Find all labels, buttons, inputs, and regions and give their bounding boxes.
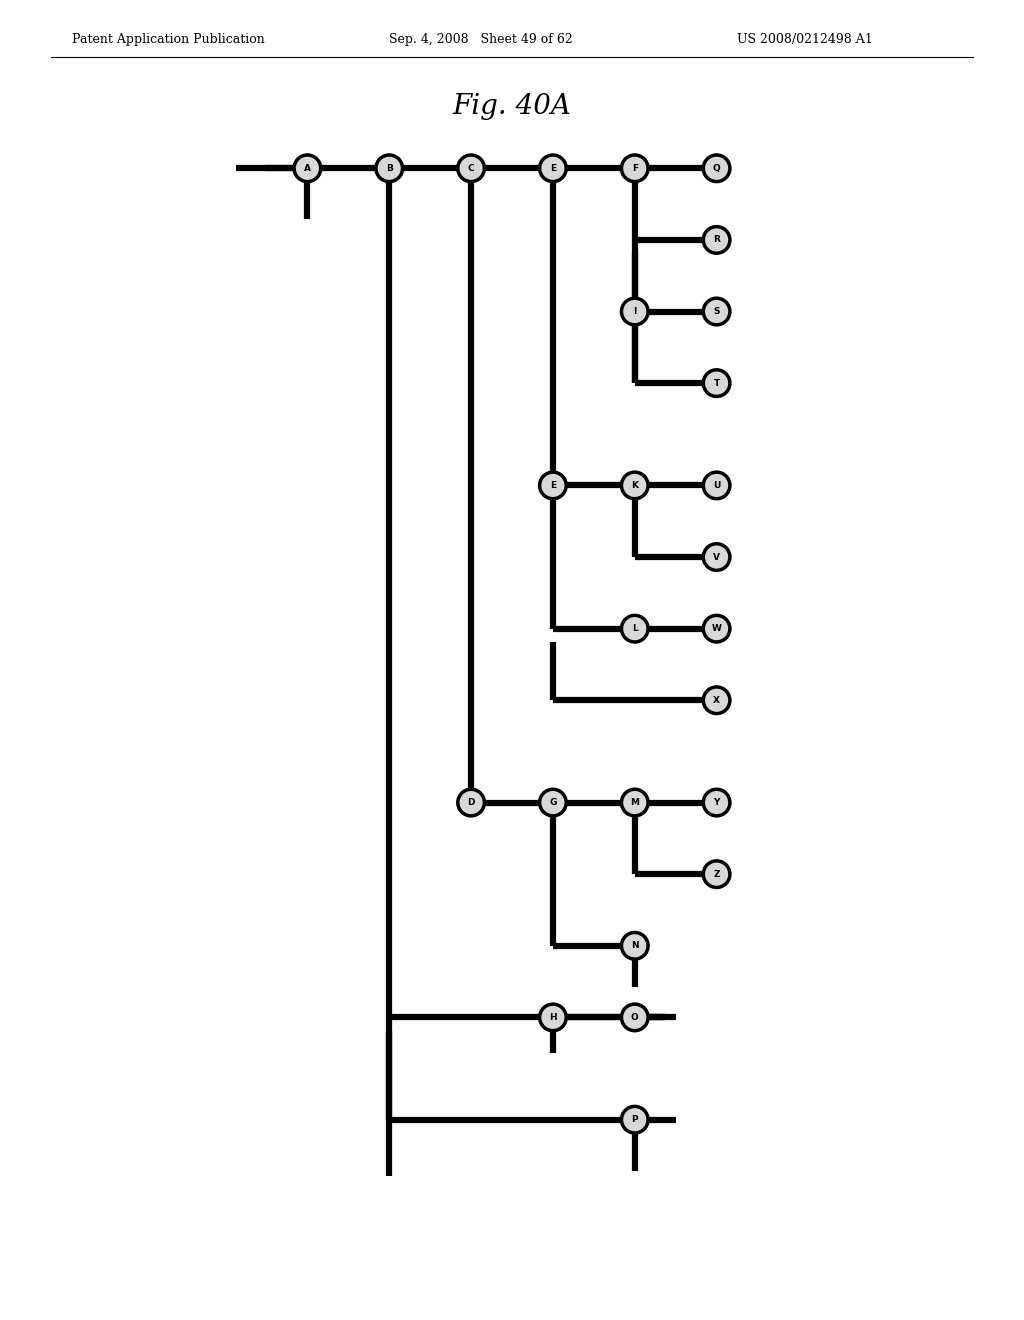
- Text: I: I: [633, 308, 637, 315]
- Text: S: S: [714, 308, 720, 315]
- Circle shape: [622, 473, 648, 499]
- Circle shape: [703, 473, 730, 499]
- Circle shape: [622, 789, 648, 816]
- Text: C: C: [468, 164, 474, 173]
- Circle shape: [540, 473, 566, 499]
- Text: N: N: [631, 941, 639, 950]
- Text: E: E: [550, 480, 556, 490]
- Text: W: W: [712, 624, 722, 634]
- Text: Z: Z: [714, 870, 720, 879]
- Text: P: P: [632, 1115, 638, 1125]
- Text: X: X: [713, 696, 720, 705]
- Text: H: H: [549, 1012, 557, 1022]
- Circle shape: [458, 154, 484, 182]
- Text: R: R: [713, 235, 720, 244]
- Circle shape: [622, 1005, 648, 1031]
- Text: F: F: [632, 164, 638, 173]
- Circle shape: [703, 686, 730, 714]
- Text: Fig. 40A: Fig. 40A: [453, 94, 571, 120]
- Circle shape: [703, 544, 730, 570]
- Text: US 2008/0212498 A1: US 2008/0212498 A1: [737, 33, 873, 46]
- Text: O: O: [631, 1012, 639, 1022]
- Circle shape: [376, 154, 402, 182]
- Circle shape: [622, 932, 648, 960]
- Circle shape: [540, 1005, 566, 1031]
- Circle shape: [458, 789, 484, 816]
- Circle shape: [703, 298, 730, 325]
- Circle shape: [622, 298, 648, 325]
- Text: K: K: [631, 480, 638, 490]
- Text: D: D: [467, 799, 475, 807]
- Circle shape: [294, 154, 321, 182]
- Text: G: G: [549, 799, 557, 807]
- Text: L: L: [632, 624, 638, 634]
- Circle shape: [703, 370, 730, 396]
- Circle shape: [703, 861, 730, 887]
- Circle shape: [540, 154, 566, 182]
- Text: A: A: [304, 164, 311, 173]
- Circle shape: [703, 615, 730, 642]
- Text: Q: Q: [713, 164, 721, 173]
- Text: U: U: [713, 480, 720, 490]
- Circle shape: [622, 154, 648, 182]
- Circle shape: [703, 154, 730, 182]
- Circle shape: [622, 615, 648, 642]
- Circle shape: [703, 227, 730, 253]
- Text: V: V: [713, 553, 720, 561]
- Text: E: E: [550, 164, 556, 173]
- Text: Patent Application Publication: Patent Application Publication: [72, 33, 264, 46]
- Circle shape: [540, 789, 566, 816]
- Circle shape: [703, 789, 730, 816]
- Text: B: B: [386, 164, 392, 173]
- Text: Y: Y: [714, 799, 720, 807]
- Text: T: T: [714, 379, 720, 388]
- Circle shape: [622, 1106, 648, 1133]
- Text: M: M: [630, 799, 639, 807]
- Text: Sep. 4, 2008   Sheet 49 of 62: Sep. 4, 2008 Sheet 49 of 62: [389, 33, 572, 46]
